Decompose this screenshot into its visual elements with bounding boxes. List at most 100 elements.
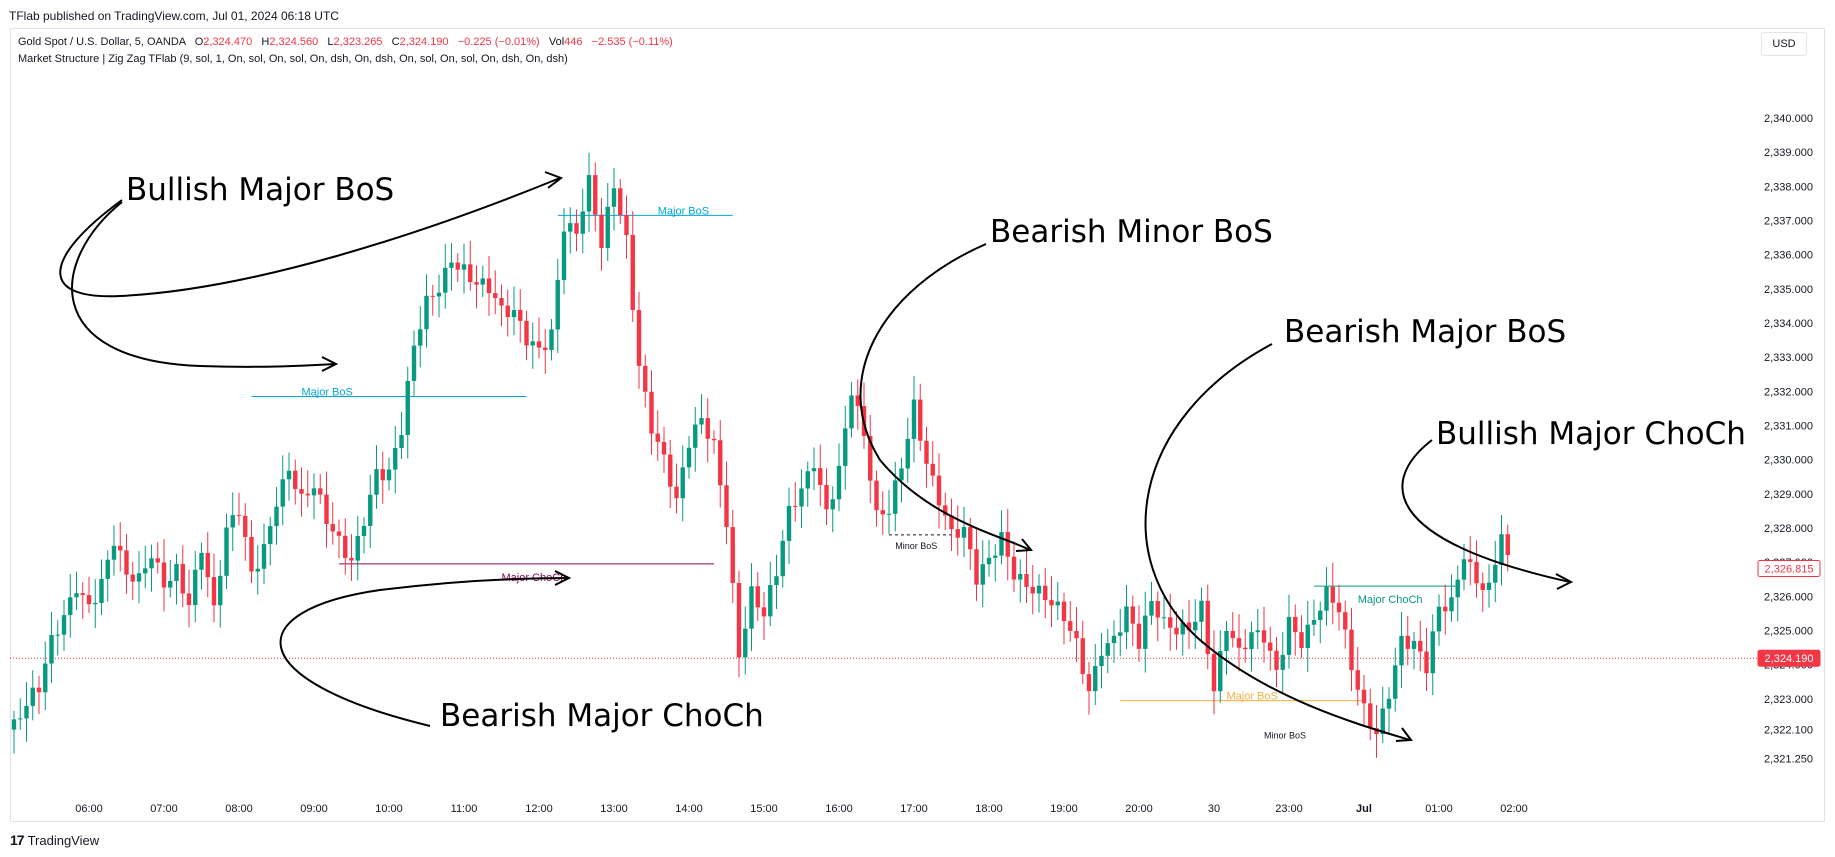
candle-body xyxy=(574,223,579,234)
indicator-legend[interactable]: Market Structure | Zig Zag TFlab (9, sol… xyxy=(18,53,568,65)
candle-body xyxy=(374,469,379,495)
arrow-bullish-major-bos-lower xyxy=(71,201,336,368)
candle-body xyxy=(505,305,510,318)
candle-body xyxy=(793,505,798,507)
candle-body xyxy=(1449,597,1454,612)
y-tick-label: 2,338.000 xyxy=(1764,181,1813,193)
candle-body xyxy=(1368,703,1373,729)
candle-body xyxy=(1018,574,1023,580)
candle-body xyxy=(136,573,142,582)
candle-body xyxy=(1186,622,1192,631)
publisher-header: TFlab published on TradingView.com, Jul … xyxy=(9,9,339,23)
candle-body xyxy=(605,206,610,248)
arrow-bearish-major-choch xyxy=(279,577,569,727)
candle-body xyxy=(943,505,948,516)
candle-body xyxy=(211,577,217,606)
candle-body xyxy=(1261,630,1267,643)
y-tick-label: 2,328.000 xyxy=(1764,523,1813,535)
arrow-bearish-major-bos xyxy=(1144,343,1411,741)
open-label: O xyxy=(194,36,204,48)
candle-body xyxy=(555,279,560,330)
candle-body xyxy=(1418,640,1423,652)
candle-body xyxy=(1255,630,1260,633)
candle-body xyxy=(205,552,210,578)
volume-label: Vol xyxy=(548,36,565,48)
candle-body xyxy=(1499,534,1504,565)
structure-label: Major BoS xyxy=(1227,691,1278,703)
structure-label: Major ChoCh xyxy=(1358,594,1423,606)
candle-body xyxy=(1118,632,1123,636)
candle-body xyxy=(761,607,767,617)
annotation-labels-layer: Bullish Major BoS Bearish Minor BoS Bear… xyxy=(126,172,1746,734)
x-tick-label: 07:00 xyxy=(150,803,178,815)
price-badge-label: 2,326.815 xyxy=(1765,564,1814,576)
annotation-arrows-layer xyxy=(59,171,1574,742)
candle-body xyxy=(986,557,992,565)
candle-body xyxy=(1224,630,1229,652)
x-tick-label: 08:00 xyxy=(225,803,253,815)
candle-body xyxy=(1049,600,1054,606)
candle-body xyxy=(261,544,267,569)
candle-body xyxy=(868,435,873,481)
candle-body xyxy=(168,580,173,588)
candle-body xyxy=(418,329,423,346)
candle-body xyxy=(218,575,223,606)
footer-brand[interactable]: 17 TradingView xyxy=(10,832,99,848)
candle-body xyxy=(1424,651,1429,674)
candle-body xyxy=(1268,642,1273,651)
candle-body xyxy=(530,341,535,346)
candle-body xyxy=(155,558,160,563)
candle-body xyxy=(568,223,573,232)
candle-body xyxy=(468,264,473,283)
candle-body xyxy=(1243,647,1248,650)
candle-body xyxy=(1399,635,1404,666)
arrowhead-bearish-major-bos xyxy=(1395,727,1413,742)
candle-body xyxy=(874,480,879,511)
y-tick-label: 2,329.000 xyxy=(1764,489,1813,501)
candle-body xyxy=(949,515,954,530)
y-tick-label: 2,335.000 xyxy=(1764,284,1813,296)
chart-frame[interactable] xyxy=(10,28,1825,822)
y-tick-label: 2,326.000 xyxy=(1764,591,1813,603)
candle-body xyxy=(749,586,754,629)
candles-layer xyxy=(11,152,1510,758)
candle-body xyxy=(693,424,698,448)
structure-label: Minor BoS xyxy=(895,541,937,551)
structure-label: Major BoS xyxy=(302,386,353,398)
candle-body xyxy=(1136,623,1142,649)
volume-value: 446 xyxy=(564,36,583,48)
candle-body xyxy=(636,310,642,366)
structure-label: Major BoS xyxy=(658,205,709,217)
candle-body xyxy=(93,603,98,605)
candle-body xyxy=(730,527,735,583)
candle-body xyxy=(768,585,773,617)
axes-layer: 2,340.000 2,339.000 2,338.000 2,337.000 2,33… xyxy=(75,113,1821,815)
candle-body xyxy=(111,545,117,560)
candle-body xyxy=(1105,643,1110,656)
candle-body xyxy=(1436,606,1442,632)
candle-body xyxy=(24,705,29,719)
candle-body xyxy=(893,480,898,514)
candle-body xyxy=(1211,653,1217,692)
open-value: 2,324.470 xyxy=(203,36,253,48)
candle-body xyxy=(968,527,973,550)
candle-body xyxy=(1393,665,1398,699)
candle-body xyxy=(1149,601,1154,616)
candle-body xyxy=(299,489,304,494)
candle-body xyxy=(1043,585,1048,601)
y-tick-label: 2,334.000 xyxy=(1764,318,1813,330)
symbol-name[interactable]: Gold Spot / U.S. Dollar, 5, OANDA xyxy=(18,36,186,48)
candle-body xyxy=(836,465,842,500)
candle-body xyxy=(486,278,492,294)
currency-button[interactable]: USD xyxy=(1761,32,1807,56)
candle-body xyxy=(274,506,279,527)
candle-body xyxy=(661,441,667,455)
structure-label: Minor BoS xyxy=(1264,730,1306,740)
candle-body xyxy=(599,214,604,248)
candle-body xyxy=(1411,640,1417,649)
candle-body xyxy=(1143,615,1148,649)
candle-body xyxy=(1468,559,1473,562)
candle-body xyxy=(1036,585,1042,594)
candle-body xyxy=(680,467,685,499)
